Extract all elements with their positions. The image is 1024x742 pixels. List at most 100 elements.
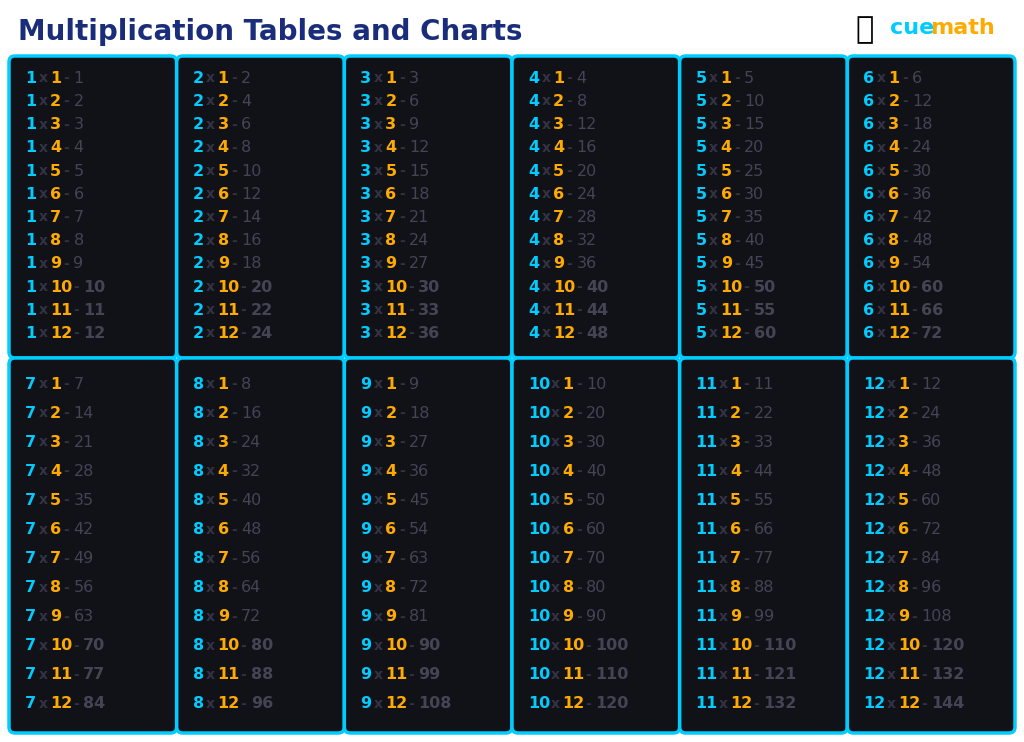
Text: -: - [231,610,237,623]
Text: x: x [206,493,215,508]
Text: -: - [63,464,70,479]
Text: 4: 4 [528,140,539,155]
Text: 24: 24 [922,406,942,421]
Text: 11: 11 [695,580,718,595]
Text: -: - [63,610,70,623]
FancyBboxPatch shape [512,56,680,358]
Text: 3: 3 [721,117,732,132]
Text: 100: 100 [596,638,629,653]
Text: x: x [710,280,718,294]
Text: 5: 5 [695,210,707,225]
Text: x: x [374,464,383,479]
Text: x: x [206,118,215,131]
Text: -: - [231,522,237,536]
Text: 7: 7 [889,210,899,225]
Text: 6: 6 [863,187,874,202]
Text: x: x [206,610,215,623]
Text: 6: 6 [385,522,396,537]
Text: 4: 4 [528,210,539,225]
Text: 9: 9 [360,551,372,566]
Text: 11: 11 [721,303,743,318]
Text: x: x [877,118,886,131]
Text: 7: 7 [25,551,36,566]
Text: 4: 4 [528,326,539,341]
Text: 80: 80 [586,580,606,595]
Text: 11: 11 [730,667,753,682]
Text: 21: 21 [409,210,429,225]
Text: -: - [63,71,70,85]
Text: 64: 64 [242,580,261,595]
Text: x: x [710,71,718,85]
Text: x: x [39,378,47,391]
Text: 8: 8 [193,551,204,566]
Text: -: - [231,187,237,201]
Text: 8: 8 [553,233,564,248]
Text: 4: 4 [562,464,573,479]
Text: 9: 9 [360,377,372,392]
Text: x: x [374,551,383,565]
Text: 11: 11 [695,377,718,392]
Text: x: x [710,118,718,131]
Text: 7: 7 [25,377,36,392]
Text: 4: 4 [218,140,228,155]
Text: 7: 7 [25,667,36,682]
Text: 5: 5 [695,280,707,295]
Text: x: x [374,436,383,450]
Text: 12: 12 [730,696,753,712]
Text: -: - [575,580,582,594]
Text: Multiplication Tables and Charts: Multiplication Tables and Charts [18,18,522,46]
Text: x: x [374,580,383,594]
Text: 84: 84 [922,551,942,566]
Text: 6: 6 [50,522,61,537]
Text: -: - [575,551,582,565]
Text: 10: 10 [528,667,550,682]
Text: 11: 11 [695,435,718,450]
Text: -: - [398,257,404,271]
Text: -: - [398,378,404,391]
Text: 1: 1 [25,233,36,248]
Text: 72: 72 [922,326,943,341]
Text: 33: 33 [419,303,440,318]
Text: 4: 4 [528,280,539,295]
Text: -: - [575,464,582,479]
Text: x: x [39,436,47,450]
Text: -: - [902,141,907,155]
Text: 1: 1 [25,280,36,295]
Text: 9: 9 [360,435,372,450]
Text: 8: 8 [193,377,204,392]
Text: -: - [921,697,927,711]
Text: 72: 72 [922,522,942,537]
Text: x: x [39,280,47,294]
Text: 4: 4 [74,140,84,155]
Text: -: - [73,668,79,682]
Text: x: x [206,164,215,178]
Text: 10: 10 [528,522,550,537]
Text: 8: 8 [242,377,252,392]
Text: -: - [63,580,70,594]
Text: -: - [911,580,918,594]
Text: 10: 10 [553,280,575,295]
Text: 7: 7 [898,551,909,566]
Text: x: x [551,551,560,565]
Text: x: x [206,71,215,85]
Text: 88: 88 [754,580,774,595]
Text: x: x [374,257,383,271]
Text: 11: 11 [695,609,718,624]
Text: -: - [902,187,907,201]
Text: 9: 9 [889,256,899,272]
Text: -: - [743,303,750,318]
Text: 9: 9 [385,609,396,624]
Text: 99: 99 [419,667,440,682]
Text: 2: 2 [242,70,251,86]
Text: 2: 2 [193,70,204,86]
Text: 2: 2 [553,94,564,109]
Text: x: x [374,94,383,108]
Text: 12: 12 [242,187,261,202]
Text: -: - [231,580,237,594]
Text: -: - [398,522,404,536]
Text: x: x [206,257,215,271]
Text: 10: 10 [562,638,585,653]
Text: -: - [734,118,740,131]
Text: x: x [887,668,895,682]
Text: 6: 6 [553,187,564,202]
